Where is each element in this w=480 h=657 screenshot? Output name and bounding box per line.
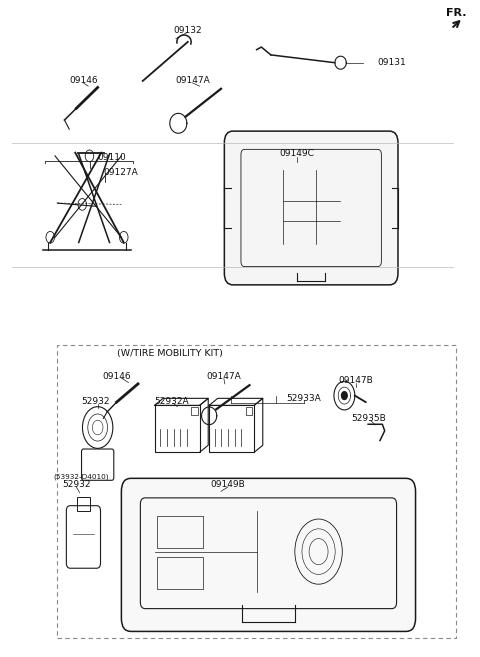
- Circle shape: [342, 392, 347, 399]
- Text: 09146: 09146: [69, 76, 98, 85]
- Text: FR.: FR.: [445, 7, 466, 18]
- Text: (53932-D4010): (53932-D4010): [53, 474, 109, 480]
- Text: 09149C: 09149C: [279, 149, 314, 158]
- FancyBboxPatch shape: [121, 478, 416, 631]
- Text: 52935B: 52935B: [352, 414, 386, 423]
- Text: 09127A: 09127A: [103, 168, 138, 177]
- Text: 09132: 09132: [173, 26, 202, 35]
- Text: (W/TIRE MOBILITY KIT): (W/TIRE MOBILITY KIT): [117, 349, 223, 358]
- Bar: [191, 407, 198, 415]
- Text: 52932: 52932: [81, 397, 109, 406]
- Bar: [246, 407, 252, 415]
- Bar: [209, 405, 254, 452]
- Bar: [157, 516, 203, 549]
- Text: 09131: 09131: [378, 58, 407, 67]
- Text: 09147A: 09147A: [175, 76, 210, 85]
- Text: 09146: 09146: [102, 372, 131, 380]
- Text: 52932: 52932: [62, 480, 91, 489]
- FancyBboxPatch shape: [224, 131, 398, 285]
- Text: 09110: 09110: [97, 153, 126, 162]
- Bar: [157, 556, 203, 589]
- Text: 09149B: 09149B: [211, 480, 245, 489]
- Text: 09147B: 09147B: [339, 376, 373, 385]
- Bar: [77, 497, 90, 511]
- Text: 52932A: 52932A: [154, 397, 189, 406]
- Text: 09147A: 09147A: [206, 373, 241, 381]
- Text: 52933A: 52933A: [287, 394, 322, 403]
- Bar: [155, 405, 200, 452]
